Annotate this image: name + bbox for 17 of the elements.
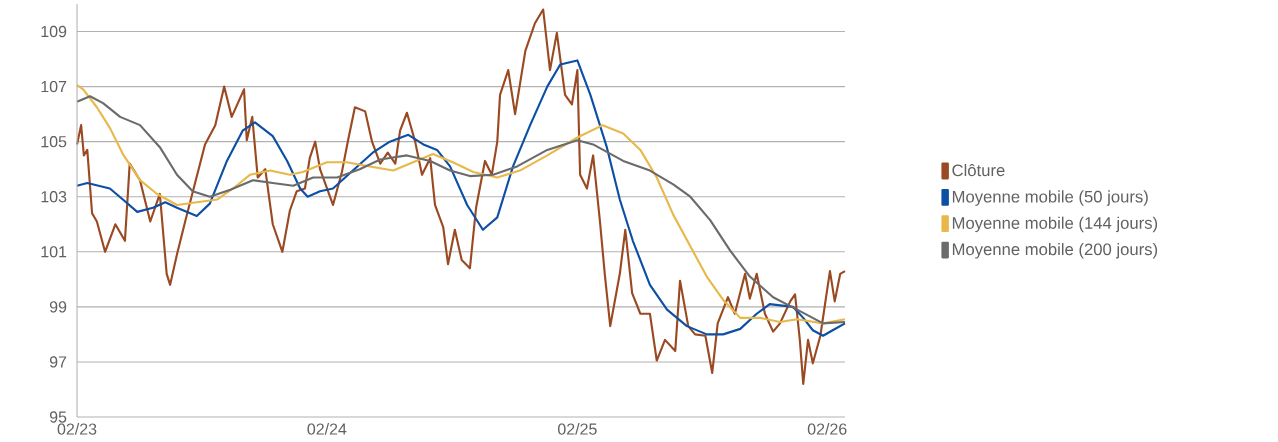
- y-tick-label: 101: [41, 246, 67, 258]
- x-tick-label: 02/26: [807, 423, 847, 435]
- x-tick-label: 02/24: [307, 423, 347, 435]
- y-tick-label: 95: [49, 411, 67, 423]
- y-tick-label: 97: [49, 356, 67, 368]
- y-tick-label: 109: [41, 25, 67, 38]
- y-tick-label: 105: [41, 136, 67, 148]
- x-tick-label: 02/23: [57, 423, 97, 435]
- legend-label: Moyenne mobile (50 jours): [952, 190, 1148, 206]
- y-tick-label: 107: [41, 80, 67, 93]
- x-tick-label: 02/25: [557, 423, 597, 435]
- legend-label: Moyenne mobile (200 jours): [952, 242, 1158, 259]
- legend-label: Clôture: [952, 163, 1005, 177]
- line-series: [75, 8, 847, 386]
- y-tick-label: 103: [41, 191, 67, 203]
- y-tick-label: 99: [49, 301, 67, 313]
- legend-label: Moyenne mobile (144 jours): [952, 216, 1158, 233]
